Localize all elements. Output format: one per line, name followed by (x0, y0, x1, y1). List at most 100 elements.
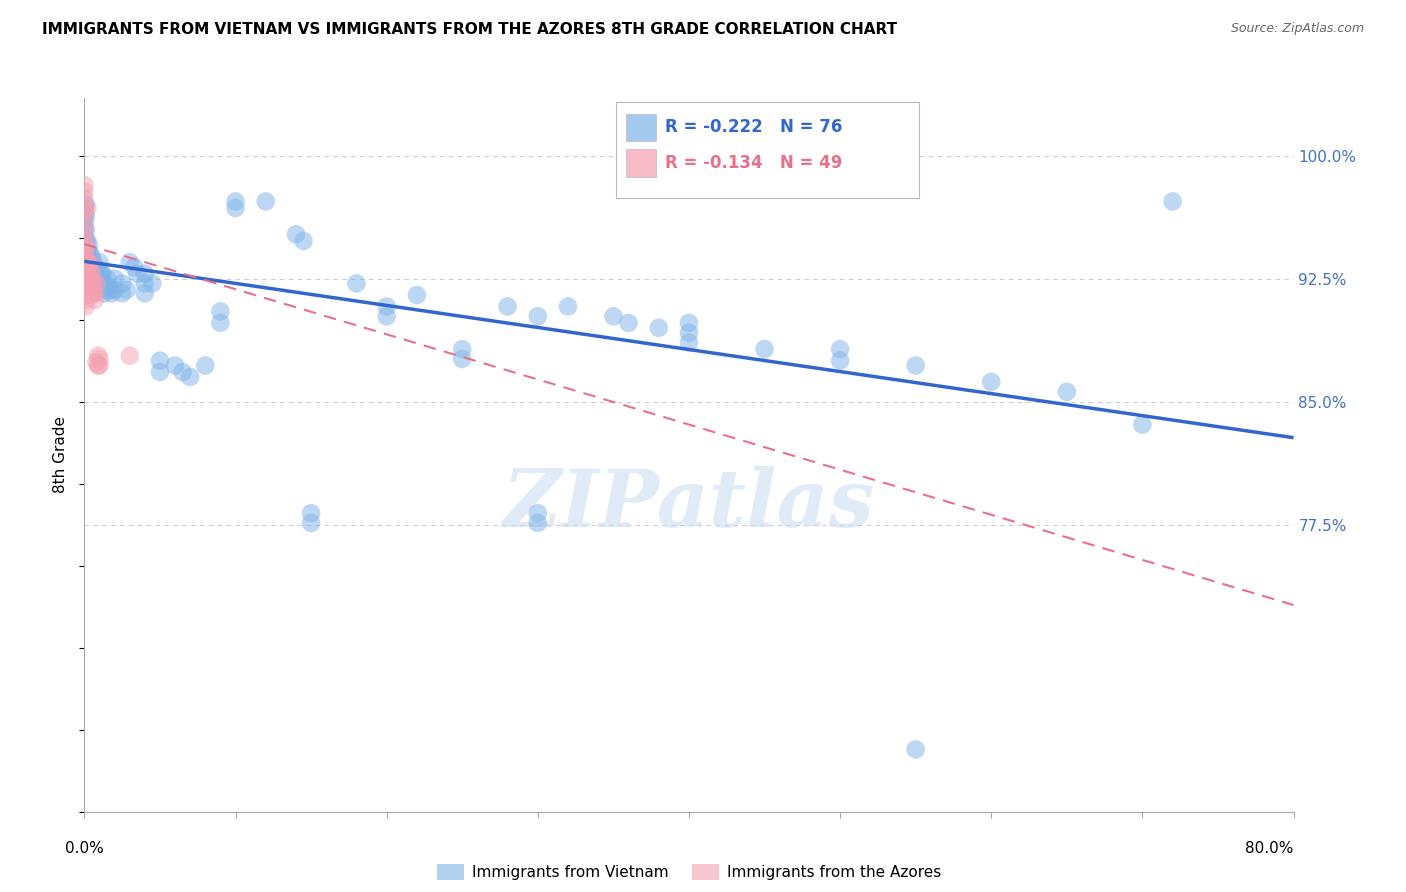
Point (77, 267, 100, 281)
Legend: Immigrants from Vietnam, Immigrants from the Azores: Immigrants from Vietnam, Immigrants from… (430, 858, 948, 886)
FancyBboxPatch shape (616, 102, 918, 198)
Point (73, 240, 96, 254)
Point (194, 359, 217, 373)
Point (75, 293, 97, 307)
Point (76, 267, 98, 281)
Point (79, 277, 101, 291)
Point (75, 250, 97, 264)
Point (904, 359, 927, 373)
Point (76, 244, 98, 258)
Point (527, 516, 550, 530)
Point (82, 286, 104, 301)
Point (84, 286, 107, 301)
Point (830, 342, 852, 356)
Point (77, 250, 100, 264)
Point (76, 234, 98, 248)
Y-axis label: 8th Grade: 8th Grade (53, 417, 69, 493)
Point (86, 355, 108, 369)
Point (75, 259, 97, 273)
Point (79, 247, 101, 261)
Point (141, 277, 163, 291)
Point (73, 234, 96, 248)
Point (73, 178, 96, 192)
Point (75, 250, 97, 264)
Point (98, 283, 121, 297)
Point (84, 260, 107, 274)
Point (118, 349, 141, 363)
Text: Source: ZipAtlas.com: Source: ZipAtlas.com (1230, 22, 1364, 36)
Point (89, 267, 111, 281)
Point (75, 257, 97, 271)
Point (209, 316, 232, 330)
Point (73, 227, 96, 242)
Point (73, 185, 96, 199)
Point (451, 342, 474, 356)
Point (96, 283, 118, 297)
Point (77, 260, 100, 274)
Point (496, 300, 519, 314)
Point (111, 277, 134, 291)
Point (73, 198, 96, 212)
Point (149, 365, 172, 379)
Point (89, 277, 111, 291)
Point (527, 506, 550, 520)
Point (904, 742, 927, 756)
Text: IMMIGRANTS FROM VIETNAM VS IMMIGRANTS FROM THE AZORES 8TH GRADE CORRELATION CHAR: IMMIGRANTS FROM VIETNAM VS IMMIGRANTS FR… (42, 22, 897, 37)
Point (73, 230, 96, 244)
Point (93, 286, 115, 301)
Point (527, 310, 550, 324)
Point (77, 267, 100, 281)
Point (209, 304, 232, 318)
Point (91, 277, 114, 291)
Point (830, 353, 852, 368)
Point (73, 267, 96, 281)
Point (375, 300, 398, 314)
Point (75, 222, 97, 236)
Point (602, 310, 624, 324)
Point (73, 222, 96, 236)
Point (76, 257, 98, 271)
Point (299, 516, 322, 530)
Point (87, 349, 110, 363)
Point (134, 286, 156, 301)
Point (82, 277, 104, 291)
Point (75, 198, 97, 212)
Point (678, 326, 700, 340)
Point (73, 290, 96, 304)
Point (299, 506, 322, 520)
Point (134, 267, 156, 281)
Point (80, 259, 103, 273)
Point (678, 335, 700, 350)
Point (79, 257, 101, 271)
Point (104, 283, 127, 297)
Text: R = -0.222   N = 76: R = -0.222 N = 76 (665, 119, 842, 136)
Point (76, 259, 98, 273)
Point (73, 244, 96, 258)
Point (82, 267, 104, 281)
Point (557, 300, 579, 314)
Point (76, 286, 98, 301)
Point (1161, 194, 1184, 209)
Point (76, 267, 98, 281)
Point (79, 267, 101, 281)
Text: R = -0.134   N = 49: R = -0.134 N = 49 (665, 154, 842, 172)
Point (77, 286, 100, 301)
Point (79, 255, 101, 269)
Point (80, 267, 103, 281)
Point (82, 255, 104, 269)
Point (77, 277, 100, 291)
Text: 0.0%: 0.0% (65, 841, 104, 856)
Point (90, 277, 112, 291)
Point (75, 234, 97, 248)
Point (86, 277, 108, 291)
Point (76, 201, 98, 215)
Point (254, 194, 277, 209)
Point (93, 277, 115, 291)
Point (134, 277, 156, 291)
Point (111, 286, 134, 301)
Point (89, 359, 111, 373)
Point (179, 370, 201, 384)
Point (80, 250, 103, 264)
Point (375, 310, 398, 324)
Point (80, 277, 103, 291)
